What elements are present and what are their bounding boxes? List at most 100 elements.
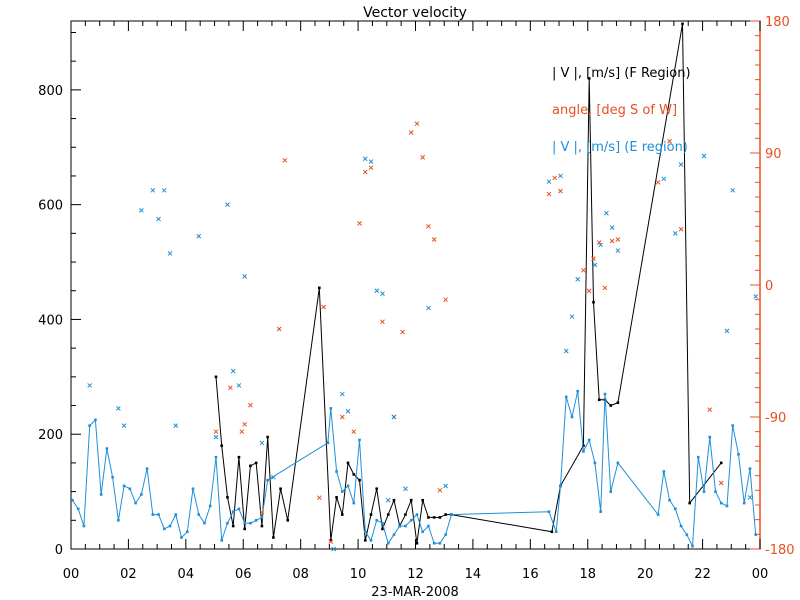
left-tick-label: 400 (38, 313, 63, 328)
x-tick-label: 08 (292, 567, 309, 582)
data-point-marker (339, 414, 345, 420)
data-point-marker (276, 326, 282, 332)
data-point (609, 490, 613, 493)
data-point (685, 533, 689, 536)
plot-frame (70, 20, 761, 550)
data-point (249, 521, 252, 525)
data-point-marker (403, 486, 408, 492)
data-point (208, 504, 212, 508)
data-point-marker (339, 391, 345, 397)
data-point-marker (667, 138, 672, 144)
data-point (214, 375, 218, 379)
data-point (392, 533, 396, 536)
x-axis-label: 23-MAR-2008 (371, 585, 459, 600)
data-point-marker (586, 288, 592, 294)
data-point-marker (437, 487, 443, 493)
data-point (237, 507, 241, 511)
data-point-marker (400, 329, 405, 335)
data-point (616, 461, 620, 465)
left-y-axis: 0 200 400 600 800 (38, 31, 81, 558)
data-point (254, 519, 258, 522)
data-point (134, 501, 137, 505)
data-point (340, 513, 344, 516)
data-point (616, 401, 620, 404)
data-point-marker (546, 191, 552, 197)
data-point (599, 510, 602, 513)
data-point-marker (546, 179, 552, 185)
data-point-marker (239, 429, 245, 435)
data-point (564, 395, 568, 399)
data-point-marker (558, 188, 563, 194)
x-tick-label: 00 (752, 567, 769, 582)
x-tick-label: 22 (694, 567, 711, 582)
right-tick-label: -180 (765, 543, 795, 558)
data-point-marker (426, 223, 431, 229)
data-point (432, 516, 436, 519)
data-point (688, 501, 691, 505)
data-point-marker (230, 368, 236, 374)
data-point (444, 533, 447, 536)
data-point (329, 539, 333, 542)
x-tick-label: 00 (63, 567, 80, 582)
data-point (318, 286, 321, 290)
data-point (88, 424, 91, 427)
x-tick-label: 16 (522, 567, 539, 582)
data-point (145, 467, 149, 470)
data-point (662, 470, 666, 473)
data-point (702, 490, 706, 493)
data-point-marker (374, 288, 380, 294)
data-point-marker (282, 157, 288, 163)
data-point-marker (362, 169, 368, 175)
data-point (714, 490, 717, 493)
right-tick-label: 0 (765, 279, 773, 294)
data-point (335, 470, 338, 473)
data-point-marker (443, 297, 448, 303)
data-point (180, 536, 183, 539)
data-point-marker (581, 267, 586, 273)
data-point-marker (672, 230, 678, 236)
data-point (260, 524, 264, 528)
plot-area: 0 200 400 600 800 -180 -90 0 90 180 00 02 04 06 08 10… (38, 15, 794, 582)
data-point (286, 519, 290, 522)
data-point-marker (316, 495, 322, 501)
x-tick-label: 20 (637, 567, 654, 582)
data-point (352, 501, 356, 505)
legend-angle: angle, [deg S of W] (552, 103, 677, 118)
data-point-marker (121, 423, 127, 428)
data-point (587, 77, 591, 80)
data-point-marker (724, 328, 730, 334)
data-point (375, 487, 379, 491)
data-point-marker (592, 262, 598, 268)
data-point (415, 541, 419, 545)
data-point-marker (602, 285, 608, 291)
data-point-marker (242, 421, 248, 427)
data-point-marker (420, 155, 426, 160)
data-point-marker (167, 251, 173, 256)
data-point (99, 493, 103, 496)
x-tick-label: 12 (407, 567, 424, 582)
data-point (725, 504, 729, 508)
data-point (421, 498, 424, 502)
data-point (203, 521, 206, 525)
left-tick-label: 0 (55, 543, 63, 558)
data-point (409, 519, 413, 522)
data-point (226, 496, 229, 499)
data-point (754, 533, 757, 536)
data-point (197, 513, 201, 516)
left-tick-label: 200 (38, 428, 63, 443)
data-point (185, 530, 189, 534)
legend-f-region: | V |, [m/s] (F Region) (552, 66, 691, 81)
right-y-axis: -180 -90 0 90 180 (750, 15, 795, 558)
data-point-marker (271, 474, 276, 480)
data-point-marker (730, 187, 736, 193)
x-tick-label: 10 (350, 567, 367, 582)
data-point (326, 441, 330, 445)
data-point-marker (331, 546, 337, 552)
data-point (427, 524, 430, 528)
data-point (220, 444, 224, 447)
data-point (346, 484, 350, 488)
data-point (386, 541, 390, 545)
data-point (432, 541, 436, 545)
data-point (363, 539, 367, 542)
data-point-marker (225, 202, 230, 208)
